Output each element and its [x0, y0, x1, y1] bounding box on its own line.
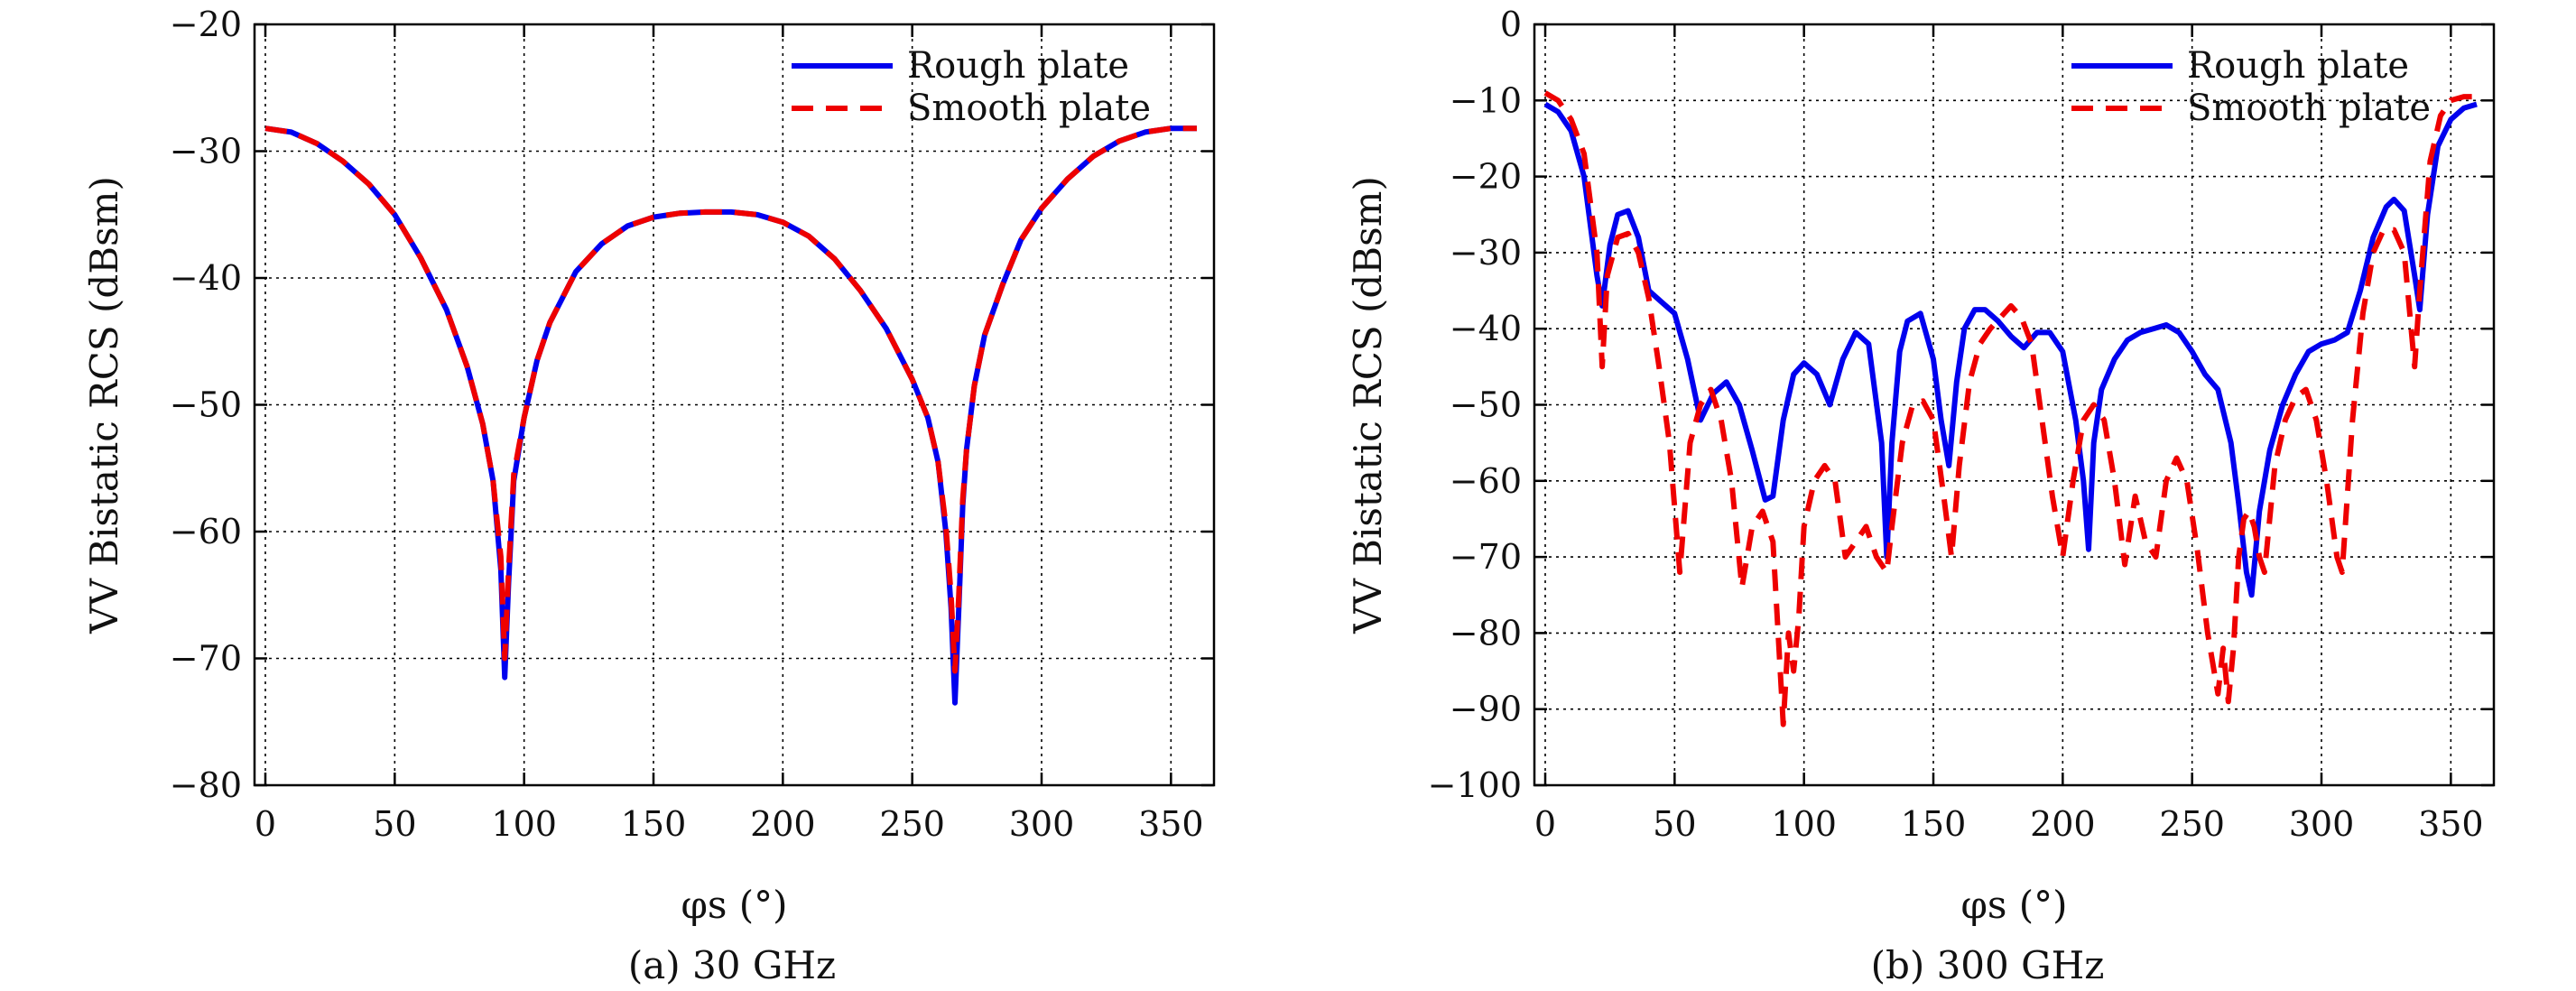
- x-tick-label: 250: [879, 804, 945, 844]
- series-rough-plate: [1543, 101, 2478, 598]
- series-rough-plate: [264, 125, 1197, 706]
- y-tick-label: −80: [1450, 613, 1522, 653]
- y-tick-label: −80: [170, 765, 242, 805]
- y-tick-label: −40: [170, 258, 242, 298]
- series-smooth-plate: [1543, 90, 2477, 727]
- x-tick-label: 0: [1534, 804, 1556, 844]
- y-tick-label: −100: [1428, 765, 1522, 805]
- y-tick-label: −70: [1450, 537, 1522, 577]
- y-tick-label: −60: [170, 512, 242, 551]
- y-tick-label: −30: [1450, 233, 1522, 273]
- x-tick-label: 0: [255, 804, 276, 844]
- x-tick-label: 100: [491, 804, 557, 844]
- y-axis-label: VV Bistatic RCS (dBsm): [1346, 176, 1390, 634]
- x-tick-label: 200: [750, 804, 816, 844]
- y-tick-label: −20: [170, 5, 242, 44]
- chart-1: 0 50 100 150 200 250 300 350 0 −10 −20 −30 −40 −50 −60…: [1346, 5, 2496, 927]
- legend-label-1: Smooth plate: [2187, 88, 2431, 129]
- legend-label-0: Rough plate: [2187, 45, 2409, 87]
- x-tick-label: 150: [1901, 804, 1967, 844]
- x-tick-label: 250: [2159, 804, 2225, 844]
- x-tick-label: 300: [1009, 804, 1075, 844]
- y-axis-label: VV Bistatic RCS (dBsm): [82, 176, 126, 634]
- grid: [255, 24, 1214, 785]
- y-tick-label: −60: [1450, 461, 1522, 501]
- chart-0: 0 50 100 150 200 250 300 350 −20 −30 −40 −50 −60 −70 −…: [82, 5, 1216, 927]
- x-tick-label: 150: [621, 804, 687, 844]
- x-tick-label: 100: [1771, 804, 1837, 844]
- y-tick-label: −70: [170, 639, 242, 679]
- x-axis-label: φs (°): [1960, 883, 2067, 927]
- x-tick-label: 350: [1138, 804, 1204, 844]
- x-tick-label: 50: [1653, 804, 1696, 844]
- plot-frame: [253, 23, 1216, 787]
- y-tick-label: −10: [1450, 80, 1522, 120]
- legend-label-0: Rough plate: [907, 45, 1129, 87]
- x-tick-label: 350: [2418, 804, 2484, 844]
- x-tick-label: 50: [373, 804, 416, 844]
- y-tick-label: −20: [1450, 157, 1522, 197]
- plot-frame: [1533, 23, 2496, 787]
- y-tick-label: −40: [1450, 309, 1522, 348]
- caption-a: (a) 30 GHz: [627, 943, 837, 987]
- caption-b: (b) 300 GHz: [1870, 943, 2105, 987]
- y-tick-label: −50: [170, 385, 242, 425]
- y-tick-label: −50: [1450, 385, 1522, 425]
- x-tick-label: 300: [2289, 804, 2355, 844]
- legend-label-1: Smooth plate: [907, 88, 1151, 129]
- x-axis-label: φs (°): [681, 883, 787, 927]
- x-tick-label: 200: [2030, 804, 2096, 844]
- grid: [1534, 24, 2494, 785]
- y-tick-label: −30: [170, 132, 242, 171]
- y-tick-label: −90: [1450, 690, 1522, 729]
- series-smooth-plate: [264, 125, 1197, 674]
- y-tick-label: 0: [1500, 5, 1522, 44]
